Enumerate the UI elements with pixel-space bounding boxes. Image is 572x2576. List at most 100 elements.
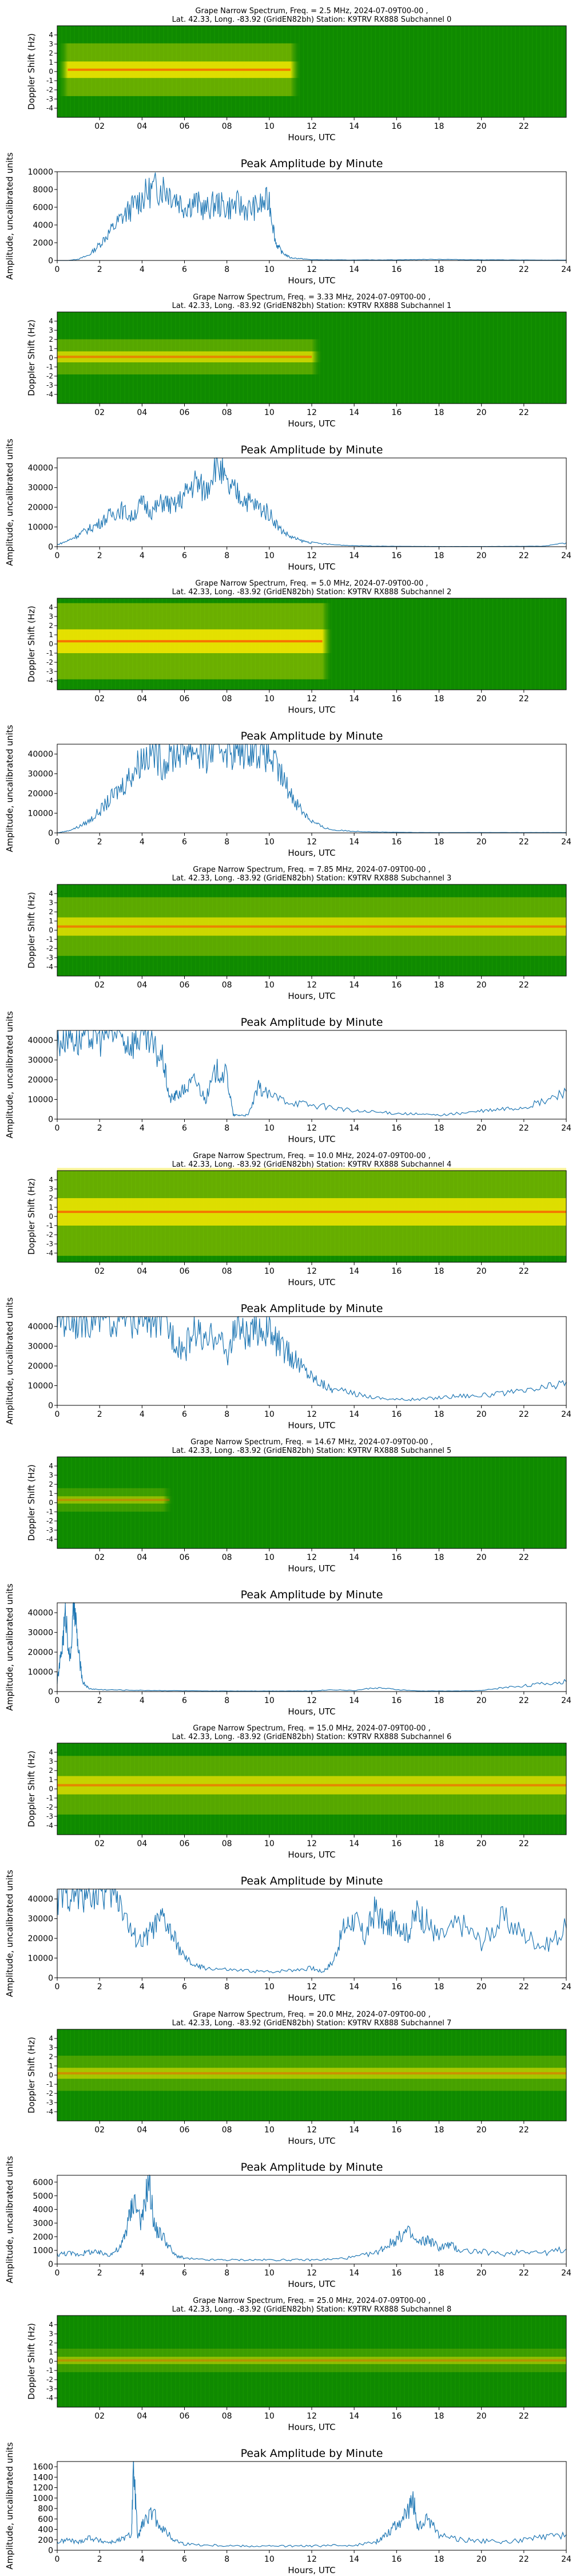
amplitude-y-tick-label: 30000 [27, 770, 53, 779]
spectrogram-x-label: Hours, UTC [288, 132, 335, 143]
spectrogram-x-tick-label: 16 [391, 1553, 402, 1562]
spectrogram-y-tick-label: 1 [49, 2348, 53, 2356]
spectrogram-title: Grape Narrow Spectrum, Freq. = 3.33 MHz,… [193, 293, 430, 302]
amplitude-x-tick-label: 16 [391, 551, 402, 560]
spectrogram-x-tick-label: 06 [180, 408, 190, 417]
spectrogram-x-tick-label: 22 [519, 981, 529, 990]
amplitude-x-tick-label: 22 [519, 2269, 529, 2278]
spectrogram-x-tick-label: 18 [434, 1839, 444, 1848]
spectrogram-y-tick-label: -3 [46, 1526, 53, 1534]
spectrogram-x-tick-label: 22 [519, 122, 529, 131]
spectrogram-x-tick-label: 14 [349, 1553, 359, 1562]
spectrogram-y-tick-label: 4 [49, 317, 53, 325]
spectrogram-x-tick-label: 12 [307, 694, 317, 704]
amplitude-x-tick-label: 12 [307, 2555, 317, 2564]
amplitude-x-tick-label: 4 [140, 837, 145, 847]
amplitude-x-tick-label: 0 [55, 1410, 60, 1419]
amplitude-x-tick-label: 10 [264, 837, 275, 847]
spectrogram-y-tick-label: -4 [46, 677, 53, 685]
spectrogram-y-tick-label: 3 [49, 613, 53, 621]
spectrogram-x-tick-label: 02 [94, 2125, 105, 2135]
amplitude-x-tick-label: 14 [349, 1982, 359, 1992]
amplitude-y-tick-label: 0 [48, 2260, 53, 2269]
spectrogram-x-tick-label: 04 [137, 1839, 147, 1848]
amplitude-plot-area [57, 1889, 566, 1978]
spectrogram-x-tick-label: 02 [94, 2412, 105, 2421]
amplitude-y-tick-label: 10000 [27, 168, 53, 177]
amplitude-x-tick-label: 16 [391, 265, 402, 274]
amplitude-x-tick-label: 16 [391, 2555, 402, 2564]
amplitude-x-tick-label: 6 [182, 1982, 187, 1992]
amplitude-x-tick-label: 16 [391, 1696, 402, 1705]
spectrogram-title: Grape Narrow Spectrum, Freq. = 14.67 MHz… [190, 1438, 433, 1447]
spectrogram-x-label: Hours, UTC [288, 1850, 335, 1860]
spectrogram-signal-band [57, 2357, 566, 2364]
spectrogram-y-tick-label: -4 [46, 1822, 53, 1830]
amplitude-x-tick-label: 20 [476, 265, 487, 274]
spectrogram-y-tick-label: -3 [46, 2099, 53, 2107]
amplitude-y-tick-label: 600 [38, 2515, 53, 2524]
spectrogram-title: Grape Narrow Spectrum, Freq. = 5.0 MHz, … [195, 579, 428, 588]
spectrogram-y-tick-label: -1 [46, 1794, 53, 1802]
spectrogram-y-tick-label: -1 [46, 2080, 53, 2088]
amplitude-y-tick-label: 200 [38, 2536, 53, 2545]
amplitude-y-tick-label: 0 [48, 543, 53, 552]
spectrogram-x-tick-label: 22 [519, 2125, 529, 2135]
spectrogram-y-label: Doppler Shift (Hz) [26, 892, 37, 969]
amplitude-y-tick-label: 400 [38, 2526, 53, 2535]
amplitude-x-tick-label: 8 [224, 1124, 229, 1133]
spectrogram-y-tick-label: -4 [46, 2394, 53, 2402]
spectrogram-x-tick-label: 06 [180, 1839, 190, 1848]
spectrogram-y-tick-label: 3 [49, 40, 53, 48]
spectrogram-x-tick-label: 20 [476, 1267, 487, 1276]
amplitude-x-tick-label: 2 [97, 1696, 102, 1705]
amplitude-x-tick-label: 16 [391, 1982, 402, 1992]
amplitude-plot-area [57, 744, 566, 833]
amplitude-y-tick-label: 6000 [33, 203, 53, 212]
spectrogram-y-tick-label: -4 [46, 2108, 53, 2116]
spectrogram-y-tick-label: -2 [46, 1517, 53, 1525]
amplitude-x-tick-label: 20 [476, 837, 487, 847]
spectrogram-peak-line [57, 1211, 566, 1213]
spectrogram-y-tick-label: 2 [49, 1194, 53, 1202]
amplitude-x-tick-label: 0 [55, 2269, 60, 2278]
spectrogram-y-tick-label: -3 [46, 2385, 53, 2393]
spectrogram-x-tick-label: 10 [264, 122, 275, 131]
spectrogram-x-tick-label: 22 [519, 694, 529, 704]
amplitude-y-tick-label: 10000 [27, 1954, 53, 1963]
amplitude-plot-area [57, 172, 566, 260]
amplitude-x-tick-label: 2 [97, 265, 102, 274]
spectrogram-y-tick-label: 4 [49, 31, 53, 39]
spectrogram-peak-line [67, 68, 291, 71]
amplitude-y-label: Amplitude, uncalibrated units [5, 2442, 15, 2570]
amplitude-plot-area [57, 2175, 566, 2264]
amplitude-x-tick-label: 14 [349, 1696, 359, 1705]
spectrogram-y-tick-label: 2 [49, 49, 53, 57]
amplitude-x-tick-label: 12 [307, 837, 317, 847]
spectrogram-y-tick-label: -1 [46, 2366, 53, 2374]
spectrogram-y-tick-label: 4 [49, 603, 53, 611]
amplitude-x-label: Hours, UTC [288, 1706, 335, 1717]
spectrogram-y-tick-label: -2 [46, 372, 53, 380]
amplitude-y-tick-label: 1200 [33, 2484, 53, 2493]
spectrogram-y-tick-label: -3 [46, 1240, 53, 1248]
amplitude-x-label: Hours, UTC [288, 1134, 335, 1144]
amplitude-x-tick-label: 6 [182, 837, 187, 847]
amplitude-x-tick-label: 18 [434, 837, 444, 847]
amplitude-y-tick-label: 0 [48, 1688, 53, 1697]
spectrogram-y-tick-label: -4 [46, 1535, 53, 1543]
amplitude-x-label: Hours, UTC [288, 1420, 335, 1431]
amplitude-x-tick-label: 12 [307, 1696, 317, 1705]
spectrogram-y-tick-label: -1 [46, 363, 53, 371]
amplitude-x-tick-label: 16 [391, 1410, 402, 1419]
amplitude-title: Peak Amplitude by Minute [241, 1589, 383, 1601]
spectrogram-y-tick-label: 4 [49, 2321, 53, 2329]
spectrogram-x-tick-label: 14 [349, 122, 359, 131]
spectrogram-peak-line [57, 355, 312, 358]
spectrogram-x-tick-label: 04 [137, 694, 147, 704]
amplitude-x-tick-label: 24 [561, 551, 571, 560]
spectrogram-x-tick-label: 06 [180, 1267, 190, 1276]
amplitude-x-tick-label: 8 [224, 1696, 229, 1705]
amplitude-series-line [57, 2461, 567, 2548]
